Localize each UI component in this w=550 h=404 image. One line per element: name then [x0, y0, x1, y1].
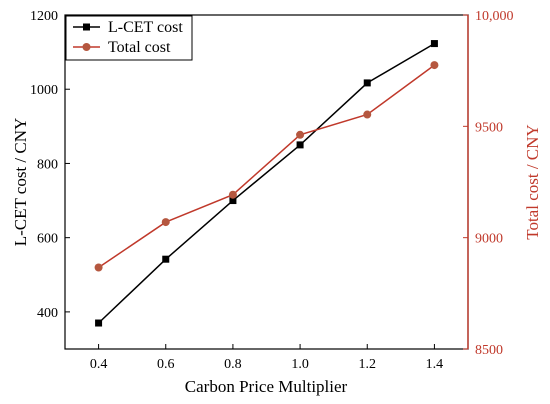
- y-right-tick-label: 9000: [475, 232, 503, 247]
- series-line-1: [98, 64, 435, 269]
- legend-label-total: Total cost: [108, 39, 171, 56]
- x-tick-label: 1.2: [359, 357, 377, 372]
- series-0-point: [296, 141, 304, 149]
- legend: L-CET cost Total cost: [65, 15, 193, 61]
- legend-label-l-cet: L-CET cost: [108, 19, 183, 36]
- plot-area: [64, 14, 469, 350]
- y-axis-right-title: Total cost / CNY: [523, 124, 542, 239]
- y-left-tick-label: 600: [37, 232, 58, 247]
- series-0-point: [363, 79, 371, 87]
- x-axis-title: Carbon Price Multiplier: [185, 377, 348, 396]
- legend-marker-total: [82, 43, 91, 51]
- series-1-point: [228, 190, 237, 199]
- y-left-tick-label: 800: [37, 157, 58, 172]
- y-left-tick-label: 1200: [30, 9, 58, 24]
- series-layer: [94, 40, 439, 327]
- series-1-point: [363, 110, 372, 119]
- series-line-0: [98, 42, 435, 324]
- x-axis: 0.4 0.6 0.8 1.0 1.2 1.4: [90, 344, 443, 372]
- y-axis-right: 8500 9000 9500 10,000: [463, 9, 514, 358]
- x-tick-label: 0.6: [157, 357, 175, 372]
- x-tick-label: 1.0: [291, 357, 309, 372]
- series-1-point: [296, 130, 305, 139]
- x-tick-label: 0.8: [224, 357, 242, 372]
- series-1-point: [430, 61, 439, 70]
- series-0-point: [95, 319, 103, 327]
- plot-frame: [64, 14, 469, 350]
- legend-marker-l-cet: [83, 23, 90, 31]
- series-0-point: [430, 40, 438, 48]
- y-right-tick-label: 9500: [475, 120, 503, 135]
- x-tick-label: 1.4: [426, 357, 444, 372]
- legend-box: [65, 15, 193, 61]
- x-tick-label: 0.4: [90, 357, 108, 372]
- y-left-tick-label: 1000: [30, 83, 58, 98]
- y-axis-left: 400 600 800 1000 1200: [30, 9, 70, 321]
- y-right-tick-label: 8500: [475, 343, 503, 358]
- series-1-point: [94, 263, 103, 272]
- series-1-point: [161, 218, 170, 227]
- series-0-point: [162, 255, 170, 263]
- series-0-point: [229, 197, 237, 205]
- y-axis-left-title: L-CET cost / CNY: [11, 118, 30, 247]
- y-left-tick-label: 400: [37, 306, 58, 321]
- y-right-tick-label: 10,000: [475, 9, 514, 24]
